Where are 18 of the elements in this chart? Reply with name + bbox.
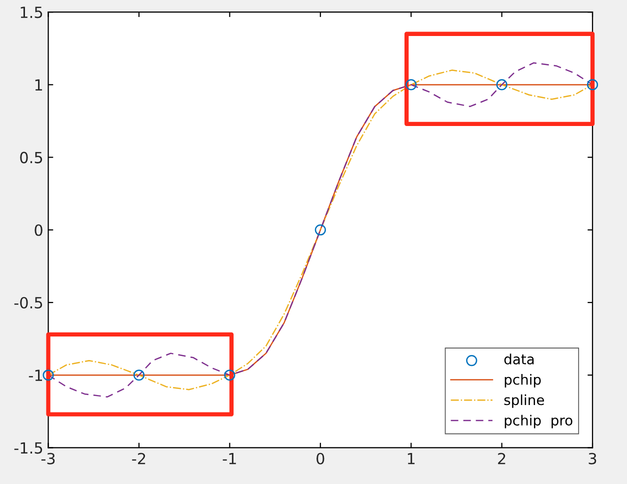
x-tick-label: 3 (588, 452, 596, 464)
legend-label: pchip (504, 374, 541, 388)
y-tick-label: -1 (28, 370, 42, 381)
y-tick-label: -0.5 (14, 296, 42, 309)
x-tick-label: -1 (222, 453, 236, 464)
legend-label: data (504, 354, 534, 364)
y-tick-label: 1 (35, 79, 42, 91)
x-tick-label: 1 (408, 453, 415, 464)
y-tick-label: -1.5 (14, 442, 42, 454)
y-tick-label: 1.5 (20, 6, 42, 18)
legend-label: pchip pro (504, 414, 572, 428)
x-tick-label: 0 (316, 452, 324, 464)
x-tick-label: -3 (41, 452, 55, 464)
y-tick-label: 0.5 (20, 152, 42, 164)
x-tick-label: 2 (498, 452, 506, 464)
y-tick-label: 0 (34, 224, 42, 236)
x-tick-label: -2 (132, 452, 146, 464)
legend-label: spline (504, 394, 544, 408)
